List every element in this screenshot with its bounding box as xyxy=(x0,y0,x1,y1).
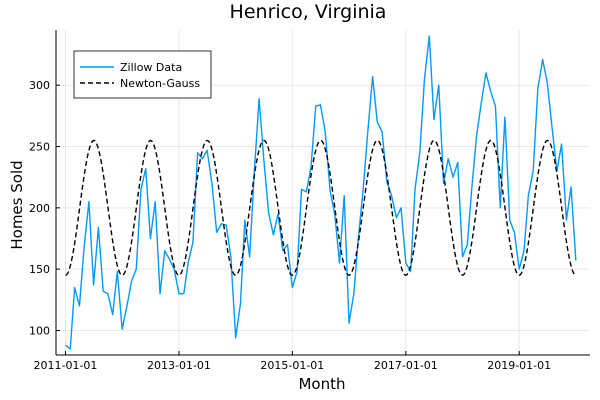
legend-label-newton-gauss: Newton-Gauss xyxy=(120,77,200,90)
legend-label-zillow: Zillow Data xyxy=(120,61,182,74)
y-tick-label: 200 xyxy=(29,202,50,215)
y-axis-label: Homes Sold xyxy=(8,160,26,249)
tick-labels: 2011-01-01 2013-01-01 2015-01-01 2017-01-01… xyxy=(29,79,551,372)
axes xyxy=(55,30,590,356)
y-tick-label: 150 xyxy=(29,263,50,276)
y-tick-label: 250 xyxy=(29,141,50,154)
x-axis-label: Month xyxy=(298,375,345,393)
y-tick-label: 100 xyxy=(29,324,50,337)
y-tick-label: 300 xyxy=(29,79,50,92)
x-tick-label: 2013-01-01 xyxy=(147,359,211,372)
legend-box xyxy=(73,50,212,99)
x-tick-label: 2011-01-01 xyxy=(34,359,98,372)
x-tick-label: 2019-01-01 xyxy=(487,359,551,372)
x-tick-label: 2015-01-01 xyxy=(260,359,324,372)
x-tick-label: 2017-01-01 xyxy=(374,359,438,372)
legend: Zillow Data Newton-Gauss xyxy=(73,50,212,99)
chart-title: Henrico, Virginia xyxy=(230,1,387,23)
series-line-newton-gauss xyxy=(65,139,577,276)
series-layer xyxy=(65,35,577,350)
series-line-zillow-data xyxy=(65,35,577,350)
